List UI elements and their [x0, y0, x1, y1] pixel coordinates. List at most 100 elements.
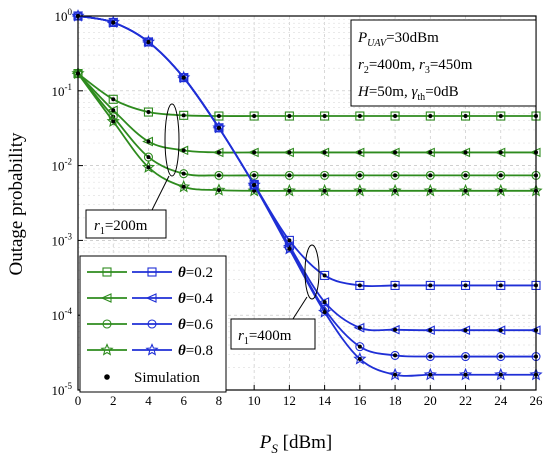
simulation-point [182, 113, 186, 117]
simulation-point [499, 283, 503, 287]
simulation-point [217, 173, 221, 177]
simulation-point [393, 150, 397, 154]
simulation-point [393, 328, 397, 332]
x-tick-label: 12 [283, 393, 296, 408]
simulation-point [323, 273, 327, 277]
simulation-point [146, 40, 150, 44]
simulation-point [146, 165, 150, 169]
simulation-point [499, 355, 503, 359]
x-tick-label: 2 [110, 393, 117, 408]
simulation-point [146, 155, 150, 159]
simulation-point [428, 173, 432, 177]
simulation-point [358, 283, 362, 287]
simulation-point [499, 189, 503, 193]
simulation-point [111, 119, 115, 123]
simulation-point [393, 283, 397, 287]
simulation-point [428, 355, 432, 359]
simulation-point [464, 150, 468, 154]
y-tick-label: 100 [55, 7, 73, 24]
x-tick-label: 16 [353, 393, 367, 408]
simulation-point [182, 172, 186, 176]
legend-simulation-marker [104, 374, 110, 380]
simulation-point [464, 189, 468, 193]
simulation-point [358, 173, 362, 177]
x-tick-label: 14 [318, 393, 332, 408]
x-tick-label: 18 [389, 393, 402, 408]
simulation-point [287, 173, 291, 177]
x-tick-label: 24 [494, 393, 508, 408]
simulation-point [111, 20, 115, 24]
simulation-point [428, 189, 432, 193]
simulation-point [464, 373, 468, 377]
simulation-point [252, 150, 256, 154]
y-tick-label: 10-2 [52, 157, 73, 174]
simulation-point [499, 373, 503, 377]
simulation-point [323, 150, 327, 154]
simulation-point [182, 185, 186, 189]
x-tick-label: 26 [530, 393, 544, 408]
simulation-point [287, 247, 291, 251]
x-tick-label: 6 [180, 393, 187, 408]
simulation-point [499, 173, 503, 177]
simulation-point [182, 148, 186, 152]
simulation-point [393, 173, 397, 177]
simulation-point [323, 114, 327, 118]
simulation-point [428, 150, 432, 154]
simulation-point [252, 173, 256, 177]
simulation-point [182, 76, 186, 80]
simulation-point [464, 114, 468, 118]
x-tick-label: 4 [145, 393, 152, 408]
simulation-point [287, 150, 291, 154]
simulation-point [252, 183, 256, 187]
simulation-point [146, 139, 150, 143]
legend-simulation-label: Simulation [134, 370, 200, 386]
simulation-point [323, 189, 327, 193]
simulation-point [111, 108, 115, 112]
simulation-point [358, 345, 362, 349]
legend-label: θ=0.2 [178, 265, 213, 281]
annotation-r1-400m: r1=400m [231, 245, 319, 349]
legend: θ=0.2θ=0.4θ=0.6θ=0.8 Simulation [80, 256, 226, 392]
simulation-point [499, 114, 503, 118]
simulation-point [287, 114, 291, 118]
simulation-point [252, 114, 256, 118]
simulation-point [358, 189, 362, 193]
simulation-point [323, 300, 327, 304]
y-tick-label: 10-3 [52, 231, 73, 248]
y-tick-label: 10-4 [52, 306, 73, 323]
simulation-point [499, 150, 503, 154]
x-tick-label: 20 [424, 393, 437, 408]
simulation-point [217, 188, 221, 192]
legend-label: θ=0.8 [178, 343, 213, 359]
x-tick-label: 22 [459, 393, 472, 408]
simulation-point [287, 189, 291, 193]
x-tick-label: 8 [216, 393, 223, 408]
simulation-point [464, 283, 468, 287]
simulation-point [358, 326, 362, 330]
simulation-point [464, 328, 468, 332]
y-axis-label: Outage probability [6, 132, 27, 275]
simulation-point [428, 328, 432, 332]
simulation-point [428, 114, 432, 118]
simulation-point [217, 150, 221, 154]
simulation-point [393, 114, 397, 118]
annotation-r1-200m: r1=200m [86, 104, 179, 238]
simulation-point [111, 97, 115, 101]
simulation-point [217, 114, 221, 118]
y-tick-label: 10-5 [52, 381, 73, 398]
simulation-point [393, 189, 397, 193]
parameter-box: PUAV=30dBm r2=400m, r3=450m H=50m, γth=0… [351, 20, 536, 106]
simulation-point [428, 283, 432, 287]
simulation-point [358, 357, 362, 361]
simulation-point [393, 353, 397, 357]
simulation-point [464, 355, 468, 359]
simulation-point [358, 114, 362, 118]
x-tick-label: 10 [248, 393, 261, 408]
simulation-point [323, 173, 327, 177]
y-tick-label: 10-1 [52, 82, 73, 99]
legend-label: θ=0.6 [178, 317, 214, 333]
x-axis-label: PS [dBm] [259, 432, 332, 456]
simulation-point [428, 373, 432, 377]
simulation-point [358, 150, 362, 154]
simulation-point [464, 173, 468, 177]
